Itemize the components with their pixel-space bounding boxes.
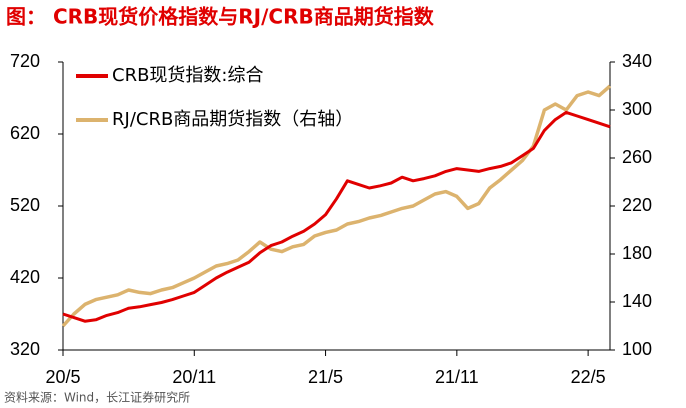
x-tick-label: 22/5 — [571, 367, 606, 387]
y2-tick-label: 340 — [622, 51, 652, 71]
y2-tick-label: 260 — [622, 147, 652, 167]
y2-tick-label: 180 — [622, 243, 652, 263]
y-tick-label: 520 — [10, 195, 40, 215]
source-note: 资料来源：Wind，长江证券研究所 — [4, 390, 190, 405]
y2-tick-label: 140 — [622, 291, 652, 311]
chart-title: 图： CRB现货价格指数与RJ/CRB商品期货指数 — [6, 5, 435, 29]
x-tick-label: 20/5 — [45, 367, 80, 387]
y-tick-label: 620 — [10, 123, 40, 143]
y2-tick-label: 100 — [622, 339, 652, 359]
y-tick-label: 420 — [10, 267, 40, 287]
x-tick-label: 21/11 — [435, 367, 479, 387]
data-line — [62, 110, 611, 323]
legend-label: CRB现货指数:综合 — [112, 65, 264, 86]
x-tick-label: 21/5 — [308, 367, 343, 387]
data-line — [61, 84, 612, 328]
y2-tick-label: 220 — [622, 195, 652, 215]
y2-tick-label: 300 — [622, 99, 652, 119]
legend-label: RJ/CRB商品期货指数（右轴） — [112, 109, 353, 130]
y-tick-label: 720 — [10, 51, 40, 71]
x-tick-label: 20/11 — [172, 367, 216, 387]
y-tick-label: 320 — [10, 339, 40, 359]
